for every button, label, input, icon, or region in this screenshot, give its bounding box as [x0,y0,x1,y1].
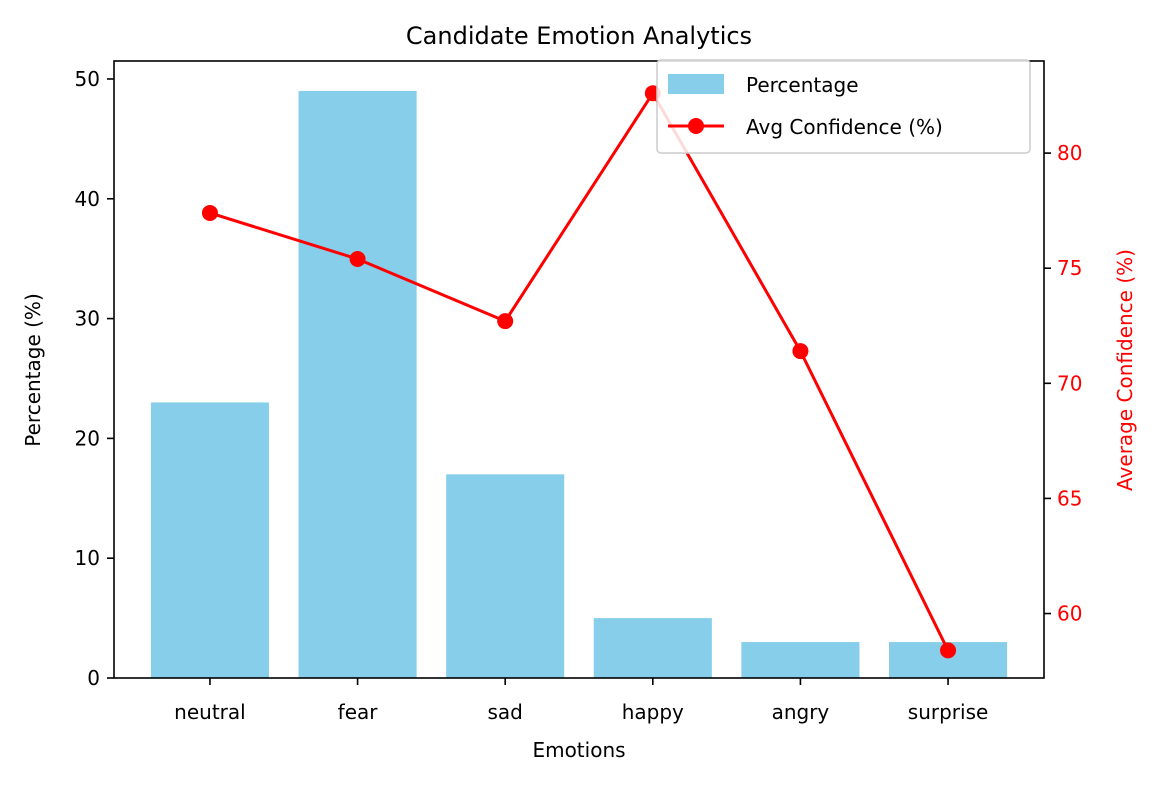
bar-happy [593,618,712,678]
y-axis-ticks: 0 10 20 30 40 50 [75,67,114,690]
x-tick-label-sad: sad [488,700,523,724]
confidence-point-neutral [201,204,218,221]
confidence-point-angry [792,343,809,360]
legend: Percentage Avg Confidence (%) [656,59,1031,154]
legend-frame [656,59,1031,154]
confidence-point-sad [497,313,514,330]
legend-percentage-label: Percentage [746,73,859,97]
y-tick-label-20: 20 [75,426,100,450]
y-tick-label-40: 40 [75,187,100,211]
legend-confidence-label: Avg Confidence (%) [746,115,943,139]
y2-tick-label-75: 75 [1057,256,1082,280]
confidence-line [209,90,950,652]
y2-axis-label: Average Confidence (%) [1113,249,1137,491]
bar-sad [446,474,565,678]
confidence-point-surprise [940,642,957,659]
x-axis-label: Emotions [532,738,625,762]
y-tick-label-50: 50 [75,67,100,91]
y2-axis-ticks: 60 65 70 75 80 [1044,141,1082,626]
x-axis-ticks: neutral fear sad happy angry surprise [174,678,988,724]
y2-tick-label-70: 70 [1057,371,1082,395]
plot-frame [113,60,1045,679]
legend-confidence-marker [688,118,704,134]
line-series-group [201,85,957,659]
x-tick-label-surprise: surprise [908,700,989,724]
bar-angry [741,642,860,678]
x-tick-label-fear: fear [338,700,379,724]
bar-fear [298,90,417,678]
bars-group [150,90,1008,678]
y2-tick-label-80: 80 [1057,141,1082,165]
confidence-point-fear [349,250,366,267]
x-tick-label-neutral: neutral [174,700,246,724]
y-axis-label: Percentage (%) [21,293,45,446]
x-tick-label-happy: happy [622,700,684,724]
legend-percentage-swatch [668,74,724,94]
y-tick-label-0: 0 [87,666,100,690]
chart-title: Candidate Emotion Analytics [406,22,752,50]
y2-tick-label-65: 65 [1057,486,1082,510]
bar-neutral [150,402,269,678]
x-tick-label-angry: angry [772,700,830,724]
y-tick-label-30: 30 [75,307,100,331]
y2-tick-label-60: 60 [1057,602,1082,626]
y-tick-label-10: 10 [75,546,100,570]
